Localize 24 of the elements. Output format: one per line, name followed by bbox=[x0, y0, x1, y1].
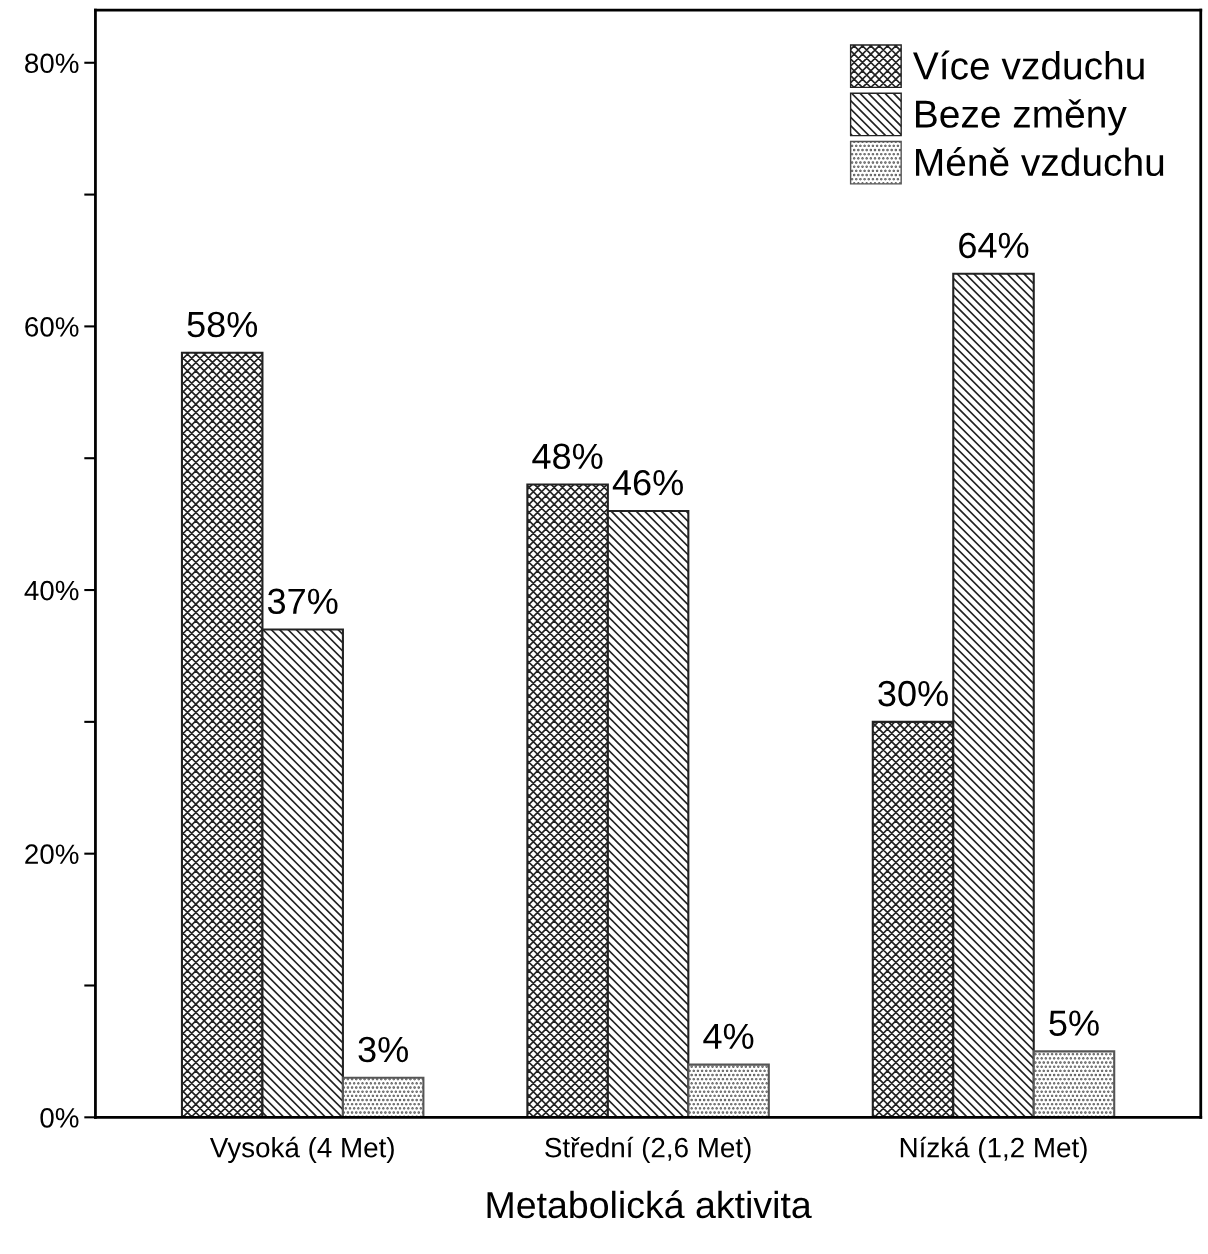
y-tick-label: 0% bbox=[40, 1107, 79, 1128]
data-label: 48% bbox=[532, 443, 603, 470]
data-label: 4% bbox=[703, 1023, 754, 1049]
y-tick-label: 40% bbox=[24, 580, 79, 601]
legend-label: Méně vzduchu bbox=[916, 147, 1164, 177]
data-label: 3% bbox=[358, 1036, 408, 1063]
data-label: 46% bbox=[612, 469, 683, 496]
data-label: 64% bbox=[959, 232, 1029, 259]
data-label: 30% bbox=[878, 680, 948, 707]
bar bbox=[687, 1063, 770, 1118]
legend-label: Více vzduchu bbox=[913, 50, 1144, 80]
x-tick-label: Nízká (1,2 Met) bbox=[900, 1136, 1087, 1163]
y-tick-label: 80% bbox=[25, 53, 79, 74]
x-tick-label: Vysoká (4 Met) bbox=[209, 1136, 394, 1163]
bar bbox=[1032, 1050, 1116, 1118]
data-label: 37% bbox=[267, 588, 338, 615]
data-label: 58% bbox=[187, 311, 258, 338]
y-tick-label: 20% bbox=[25, 844, 79, 865]
data-label: 5% bbox=[1049, 1010, 1099, 1036]
x-tick-label: Střední (2,6 Met) bbox=[545, 1136, 751, 1163]
x-axis-title: Metabolická aktivita bbox=[487, 1190, 812, 1219]
y-tick-label: 60% bbox=[25, 317, 79, 337]
bar bbox=[341, 1076, 425, 1118]
legend-label: Beze změny bbox=[916, 99, 1127, 136]
